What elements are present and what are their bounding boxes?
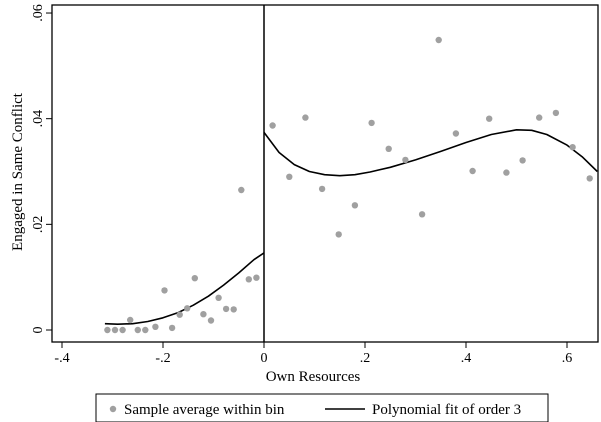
y-tick-label: 0 [31, 327, 46, 334]
y-tick-label: .02 [31, 216, 46, 234]
scatter-point [586, 175, 593, 182]
legend-point-marker [109, 405, 117, 413]
scatter-point [335, 231, 342, 238]
y-axis-title: Engaged in Same Conflict [10, 92, 26, 251]
legend-box [95, 393, 549, 422]
scatter-point [152, 323, 159, 330]
scatter-point [286, 173, 293, 180]
legend: Sample average within bin Polynomial fit… [95, 393, 549, 422]
scatter-point [486, 115, 493, 122]
scatter-point [222, 305, 230, 313]
plot-frame [51, 4, 599, 343]
scatter-point [207, 317, 215, 324]
scatter-point [215, 294, 222, 301]
x-axis: -.4 -.2 0 .2 .4 .6 [54, 342, 572, 366]
y-tick-label: .06 [31, 4, 46, 22]
scatter-point [253, 274, 260, 281]
scatter-point [142, 326, 149, 334]
scatter-point [245, 276, 252, 283]
plot-area-border [51, 4, 599, 343]
scatter-points [104, 36, 593, 334]
x-axis-title: Own Resources [266, 369, 361, 385]
scatter-point [402, 156, 409, 164]
scatter-point [351, 202, 359, 209]
x-tick-label: .6 [562, 351, 573, 366]
scatter-point [134, 326, 141, 334]
scatter-point [104, 326, 111, 334]
scatter-point [302, 114, 309, 121]
legend-label-points: Sample average within bin [124, 402, 285, 418]
x-tick-label: -.4 [54, 351, 69, 366]
scatter-point [569, 144, 576, 151]
legend-label-fit: Polynomial fit of order 3 [372, 402, 521, 418]
scatter-point [161, 287, 168, 294]
y-tick-label: .04 [31, 110, 46, 128]
scatter-point [318, 185, 326, 193]
scatter-point [368, 119, 375, 127]
scatter-point [238, 186, 245, 194]
x-tick-label: 0 [261, 351, 268, 366]
scatter-point [418, 211, 426, 218]
scatter-point [552, 109, 560, 117]
scatter-point [519, 157, 526, 164]
fit-line-right [263, 129, 598, 177]
x-tick-label: .2 [360, 351, 371, 366]
scatter-point [200, 311, 207, 318]
scatter-point [168, 324, 176, 332]
scatter-point [184, 305, 191, 312]
scatter-point [230, 306, 237, 313]
x-tick-label: .4 [461, 351, 472, 366]
scatter-point [111, 326, 119, 334]
fit-line-left [104, 252, 265, 325]
scatter-point [127, 316, 134, 324]
scatter-point [469, 167, 476, 175]
x-tick-label: -.2 [155, 351, 170, 366]
scatter-point [536, 114, 543, 121]
scatter-point [119, 326, 126, 334]
scatter-point [191, 275, 198, 282]
y-axis: 0 .02 .04 .06 [31, 4, 52, 334]
scatter-point [435, 36, 442, 44]
scatter-point [269, 122, 276, 129]
scatter-point [503, 169, 510, 176]
scatter-point [452, 130, 460, 137]
scatter-point [176, 311, 183, 318]
scatter-point [385, 145, 392, 152]
